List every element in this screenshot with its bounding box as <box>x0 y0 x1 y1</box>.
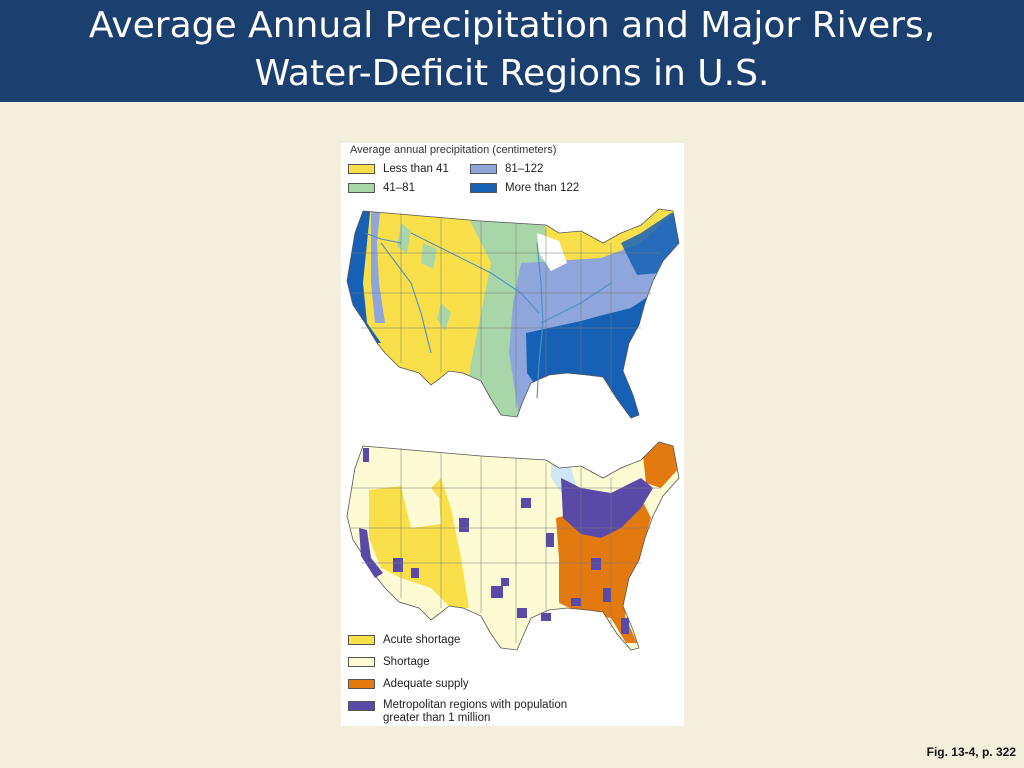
water-deficit-map <box>346 441 680 651</box>
water-swatch-4 <box>348 701 375 711</box>
us-outline <box>346 208 680 419</box>
water-legend-item-3: Adequate supply <box>348 678 469 690</box>
precip-legend-label-2: 41–81 <box>383 182 415 194</box>
metro-regions <box>359 448 653 634</box>
precip-legend-label-1: Less than 41 <box>383 163 449 175</box>
precip-swatch-1 <box>348 164 375 174</box>
precip-swatch-4 <box>470 183 497 193</box>
water-legend-item-1: Acute shortage <box>348 634 460 646</box>
precip-zone-mountain <box>397 223 451 331</box>
precip-swatch-3 <box>470 164 497 174</box>
water-legend-label-2: Shortage <box>383 656 430 668</box>
precip-legend-heading: Average annual precipitation (centimeter… <box>350 144 557 156</box>
figure-panel: Average annual precipitation (centimeter… <box>341 143 684 726</box>
columbia-river <box>364 232 402 244</box>
water-swatch-1 <box>348 635 375 645</box>
precip-legend-item-4: More than 122 <box>470 182 579 194</box>
missouri-river <box>410 232 540 314</box>
figure-caption: Fig. 13-4, p. 322 <box>926 745 1016 759</box>
state-borders <box>351 213 661 408</box>
precip-swatch-2 <box>348 183 375 193</box>
water-swatch-2 <box>348 657 375 667</box>
acute-shortage-zone <box>369 478 469 608</box>
water-swatch-3 <box>348 679 375 689</box>
colorado-river <box>380 242 432 354</box>
precip-legend-label-4: More than 122 <box>505 182 580 194</box>
water-legend-label-4-wrap: Metropolitan regions with population gre… <box>383 699 567 725</box>
precip-legend-item-3: 81–122 <box>470 163 543 175</box>
slide-title: Average Annual Precipitation and Major R… <box>0 2 1024 98</box>
water-legend-label-4b: greater than 1 million <box>383 712 491 724</box>
precip-legend-item-2: 41–81 <box>348 182 415 194</box>
precipitation-map <box>346 208 680 419</box>
water-legend-label-1: Acute shortage <box>383 634 461 646</box>
water-legend-label-3: Adequate supply <box>383 678 469 690</box>
slide-title-line2: Water-Deficit Regions in U.S. <box>254 53 770 94</box>
water-legend-item-2: Shortage <box>348 656 430 668</box>
adequate-supply-zone <box>556 498 651 643</box>
precip-legend-label-3: 81–122 <box>505 163 544 175</box>
great-lakes-area <box>537 233 567 271</box>
title-bar <box>0 0 1024 102</box>
water-legend-label-4: Metropolitan regions with population <box>383 699 568 711</box>
us-outline-2 <box>346 441 680 651</box>
mississippi-river <box>536 242 544 399</box>
precip-legend-item-1: Less than 41 <box>348 163 449 175</box>
water-legend-item-4: Metropolitan regions with population gre… <box>348 699 567 725</box>
state-borders-2 <box>351 448 661 643</box>
slide-title-line1: Average Annual Precipitation and Major R… <box>88 5 936 46</box>
major-rivers <box>364 232 612 399</box>
